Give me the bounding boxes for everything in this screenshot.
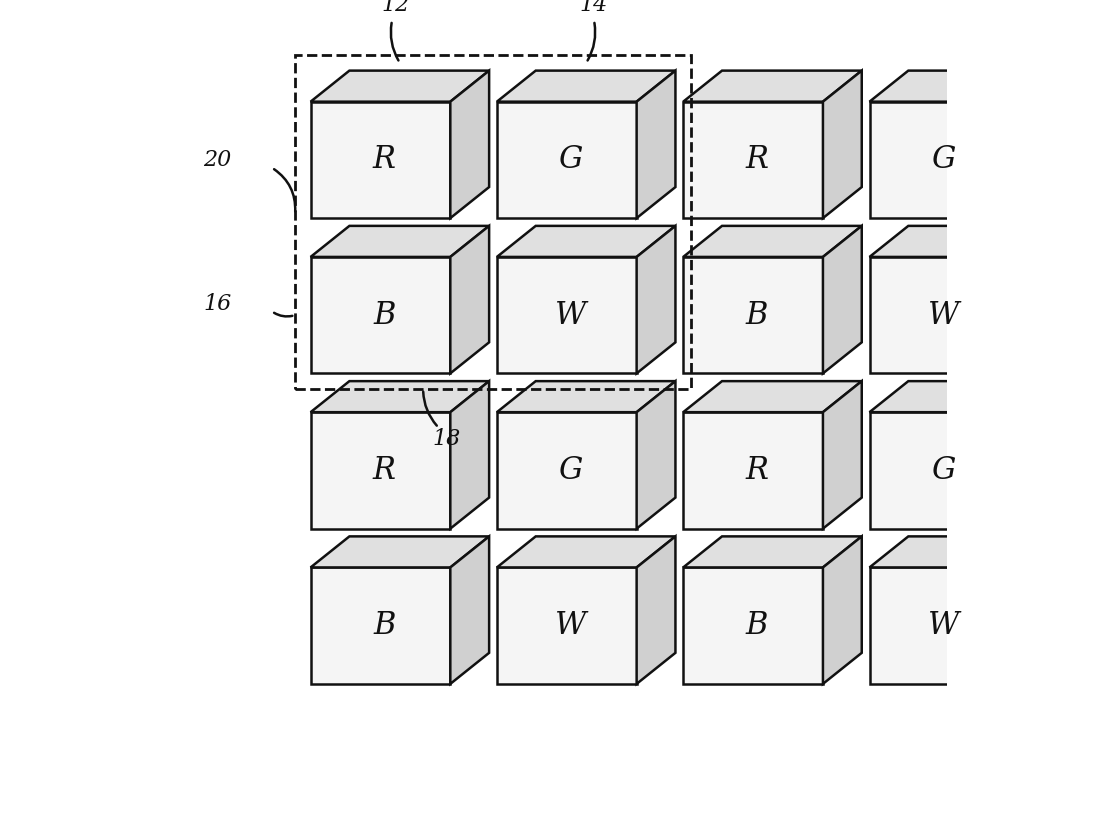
Polygon shape [870, 226, 1048, 257]
Text: B: B [373, 299, 396, 331]
Polygon shape [311, 101, 451, 218]
Text: 14: 14 [580, 0, 608, 16]
Polygon shape [683, 226, 862, 257]
Polygon shape [1010, 536, 1048, 684]
Polygon shape [683, 412, 823, 529]
Text: 20: 20 [203, 148, 231, 171]
Polygon shape [496, 257, 636, 374]
Text: R: R [746, 455, 768, 486]
Polygon shape [311, 71, 490, 101]
Text: W: W [928, 610, 959, 641]
Text: W: W [555, 299, 586, 331]
Polygon shape [311, 412, 451, 529]
Polygon shape [683, 257, 823, 374]
Text: G: G [559, 455, 582, 486]
Polygon shape [683, 568, 823, 684]
Polygon shape [870, 381, 1048, 412]
Text: W: W [555, 610, 586, 641]
Polygon shape [636, 536, 675, 684]
Polygon shape [823, 226, 862, 374]
Polygon shape [870, 101, 1010, 218]
Polygon shape [311, 226, 490, 257]
Text: B: B [746, 610, 768, 641]
Text: R: R [372, 144, 396, 176]
Polygon shape [496, 536, 675, 568]
Polygon shape [311, 381, 490, 412]
Polygon shape [870, 257, 1010, 374]
Text: 12: 12 [382, 0, 410, 16]
Text: 18: 18 [433, 428, 461, 450]
Text: G: G [559, 144, 582, 176]
Polygon shape [496, 71, 675, 101]
Polygon shape [870, 71, 1048, 101]
Polygon shape [496, 412, 636, 529]
Text: 16: 16 [203, 293, 231, 314]
Polygon shape [636, 71, 675, 218]
Polygon shape [1010, 381, 1048, 529]
Text: R: R [746, 144, 768, 176]
Polygon shape [311, 536, 490, 568]
Polygon shape [870, 568, 1010, 684]
Polygon shape [823, 71, 862, 218]
Polygon shape [496, 226, 675, 257]
Polygon shape [870, 536, 1048, 568]
Polygon shape [823, 536, 862, 684]
Polygon shape [683, 381, 862, 412]
Polygon shape [1010, 71, 1048, 218]
Text: G: G [931, 455, 956, 486]
Polygon shape [683, 536, 862, 568]
Text: B: B [373, 610, 396, 641]
Polygon shape [451, 536, 490, 684]
Polygon shape [496, 381, 675, 412]
Polygon shape [636, 226, 675, 374]
Polygon shape [683, 71, 862, 101]
Polygon shape [496, 568, 636, 684]
Polygon shape [311, 568, 451, 684]
Polygon shape [636, 381, 675, 529]
Polygon shape [823, 381, 862, 529]
Polygon shape [311, 257, 451, 374]
Polygon shape [451, 71, 490, 218]
Polygon shape [451, 226, 490, 374]
Text: G: G [931, 144, 956, 176]
Polygon shape [683, 101, 823, 218]
Text: R: R [372, 455, 396, 486]
Polygon shape [1010, 226, 1048, 374]
Polygon shape [870, 412, 1010, 529]
Polygon shape [451, 381, 490, 529]
Text: W: W [928, 299, 959, 331]
Polygon shape [496, 101, 636, 218]
Text: B: B [746, 299, 768, 331]
